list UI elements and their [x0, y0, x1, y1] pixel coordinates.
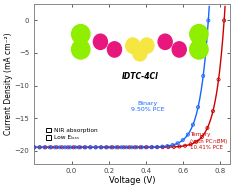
Point	[144, 146, 148, 149]
Point	[161, 146, 165, 149]
Point	[178, 145, 181, 148]
Point	[89, 146, 92, 149]
Point	[172, 145, 176, 148]
Point	[78, 146, 82, 149]
Point	[58, 146, 62, 149]
Point	[94, 146, 98, 149]
Point	[201, 74, 205, 77]
Point	[189, 143, 193, 146]
Point	[130, 146, 133, 149]
Point	[211, 110, 215, 113]
Point	[72, 146, 75, 149]
Point	[66, 146, 70, 149]
Point	[155, 145, 159, 148]
Point	[183, 144, 187, 147]
Point	[53, 146, 57, 149]
Point	[194, 140, 198, 143]
Point	[88, 146, 92, 149]
Point	[166, 146, 170, 149]
Point	[127, 146, 131, 149]
Point	[165, 145, 169, 148]
Point	[68, 146, 72, 149]
Point	[111, 146, 114, 149]
Point	[196, 106, 200, 109]
Point	[181, 139, 185, 142]
Y-axis label: Current Density (mA cm⁻²): Current Density (mA cm⁻²)	[4, 33, 13, 135]
Point	[73, 146, 77, 149]
Point	[84, 146, 87, 149]
Point	[83, 146, 86, 149]
Point	[63, 146, 67, 149]
Point	[171, 143, 174, 146]
Point	[135, 146, 139, 149]
Point	[176, 142, 179, 145]
Point	[150, 146, 154, 149]
Point	[133, 146, 137, 149]
Point	[37, 146, 41, 149]
Point	[99, 146, 103, 149]
Point	[140, 146, 144, 149]
Point	[222, 19, 226, 22]
Point	[155, 146, 159, 149]
Point	[94, 146, 98, 149]
Point	[119, 146, 123, 149]
Text: Binary
9.50% PCE: Binary 9.50% PCE	[131, 101, 165, 112]
Point	[116, 146, 120, 149]
Point	[145, 146, 149, 149]
Point	[60, 146, 64, 149]
Point	[139, 146, 142, 149]
Point	[191, 123, 195, 126]
Point	[55, 146, 58, 149]
Point	[105, 146, 109, 149]
Legend: NIR absorption, Low Eₗₒₛₛ: NIR absorption, Low Eₗₒₛₛ	[45, 126, 99, 142]
Point	[109, 146, 113, 149]
Point	[186, 133, 190, 136]
Point	[114, 146, 118, 149]
Point	[205, 126, 209, 129]
Point	[43, 146, 46, 149]
Point	[49, 146, 53, 149]
Point	[33, 146, 36, 149]
Point	[160, 145, 164, 148]
Point	[44, 146, 47, 149]
Point	[122, 146, 125, 149]
Point	[48, 146, 51, 149]
Point	[77, 146, 81, 149]
Point	[206, 19, 210, 22]
Point	[99, 146, 103, 149]
X-axis label: Voltage (V): Voltage (V)	[109, 176, 155, 185]
Point	[33, 146, 36, 149]
Point	[124, 146, 128, 149]
Point	[200, 136, 204, 139]
Point	[150, 146, 154, 149]
Text: Ternary
(with PC₇₁BM)
10.41% PCE: Ternary (with PC₇₁BM) 10.41% PCE	[190, 132, 227, 150]
Point	[38, 146, 42, 149]
Point	[217, 78, 220, 81]
Point	[104, 146, 108, 149]
